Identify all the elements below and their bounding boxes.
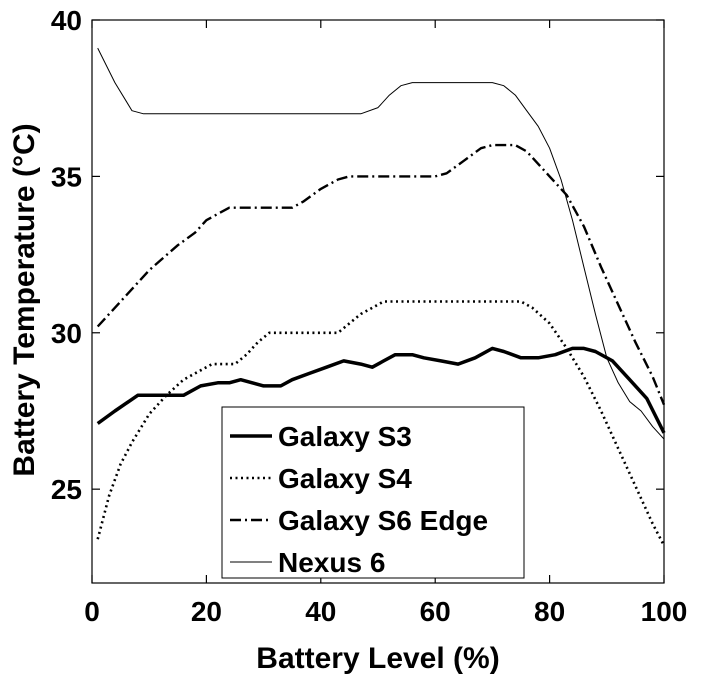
x-tick-label: 60: [420, 596, 451, 627]
y-tick-label: 40: [51, 5, 82, 36]
y-tick-label: 30: [51, 318, 82, 349]
legend-label-galaxy-s4: Galaxy S4: [278, 463, 412, 494]
x-tick-label: 100: [641, 596, 688, 627]
legend-label-galaxy-s3: Galaxy S3: [278, 421, 412, 452]
y-tick-label: 25: [51, 474, 82, 505]
legend-entries: Galaxy S3 Galaxy S4 Galaxy S6 Edge Nexus 6: [230, 421, 488, 578]
legend: Galaxy S3 Galaxy S4 Galaxy S6 Edge Nexus 6: [221, 406, 525, 579]
series-lines: [96, 47, 666, 547]
y-axis-label: Battery Temperature (°C): [8, 123, 41, 476]
series-line-galaxy-s6-edge: [96, 143, 666, 406]
series-line-galaxy-s4: [96, 300, 666, 547]
x-tick-labels: 0 20 40 60 80 100: [84, 596, 687, 627]
x-tick-label: 80: [534, 596, 565, 627]
series-line-nexus-6: [97, 47, 665, 440]
y-tick-labels: 25 30 35 40: [51, 5, 82, 505]
legend-label-nexus-6: Nexus 6: [278, 547, 385, 578]
x-tick-label: 40: [305, 596, 336, 627]
x-tick-label: 0: [84, 596, 100, 627]
legend-label-galaxy-s6-edge: Galaxy S6 Edge: [278, 505, 488, 536]
y-tick-label: 35: [51, 161, 82, 192]
legend-box: [221, 406, 525, 579]
x-tick-label: 20: [191, 596, 222, 627]
series-line-galaxy-s3: [96, 346, 666, 434]
x-axis-label: Battery Level (%): [256, 642, 499, 675]
